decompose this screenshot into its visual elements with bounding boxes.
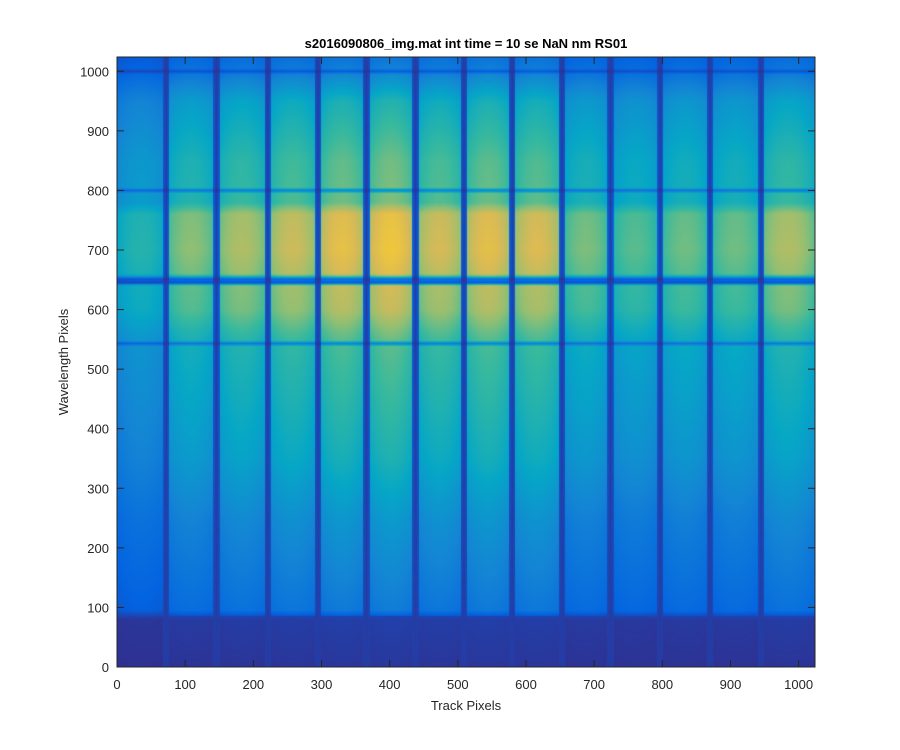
y-tick-label: 400 — [87, 422, 109, 437]
plot-frame — [116, 56, 816, 668]
x-tick-label: 900 — [720, 677, 742, 692]
heatmap-image — [117, 57, 815, 667]
y-tick-label: 900 — [87, 124, 109, 139]
y-tick-label: 100 — [87, 600, 109, 615]
x-tick-label: 100 — [174, 677, 196, 692]
chart-title: s2016090806_img.mat int time = 10 se NaN… — [305, 36, 628, 51]
x-tick-label: 400 — [379, 677, 401, 692]
x-tick-label: 1000 — [784, 677, 813, 692]
x-tick-label: 500 — [447, 677, 469, 692]
x-tick-label: 200 — [242, 677, 264, 692]
y-tick-label: 1000 — [80, 64, 109, 79]
y-tick-label: 500 — [87, 362, 109, 377]
y-axis: 0 100 200 300 400 500 600 700 800 900 1000 — [80, 64, 815, 675]
y-tick-label: 300 — [87, 481, 109, 496]
y-axis-label: Wavelength Pixels — [56, 308, 71, 415]
y-tick-label: 600 — [87, 303, 109, 318]
x-axis-label: Track Pixels — [431, 698, 502, 713]
x-tick-label: 600 — [515, 677, 537, 692]
x-tick-label: 0 — [113, 677, 120, 692]
y-tick-label: 800 — [87, 183, 109, 198]
x-tick-label: 700 — [583, 677, 605, 692]
x-tick-label: 300 — [311, 677, 333, 692]
y-tick-label: 200 — [87, 541, 109, 556]
x-axis: 0 100 200 300 400 500 600 700 800 900 1000 — [113, 57, 813, 692]
plot-area — [116, 56, 816, 668]
x-tick-label: 800 — [651, 677, 673, 692]
y-tick-label: 0 — [102, 660, 109, 675]
y-tick-label: 700 — [87, 243, 109, 258]
